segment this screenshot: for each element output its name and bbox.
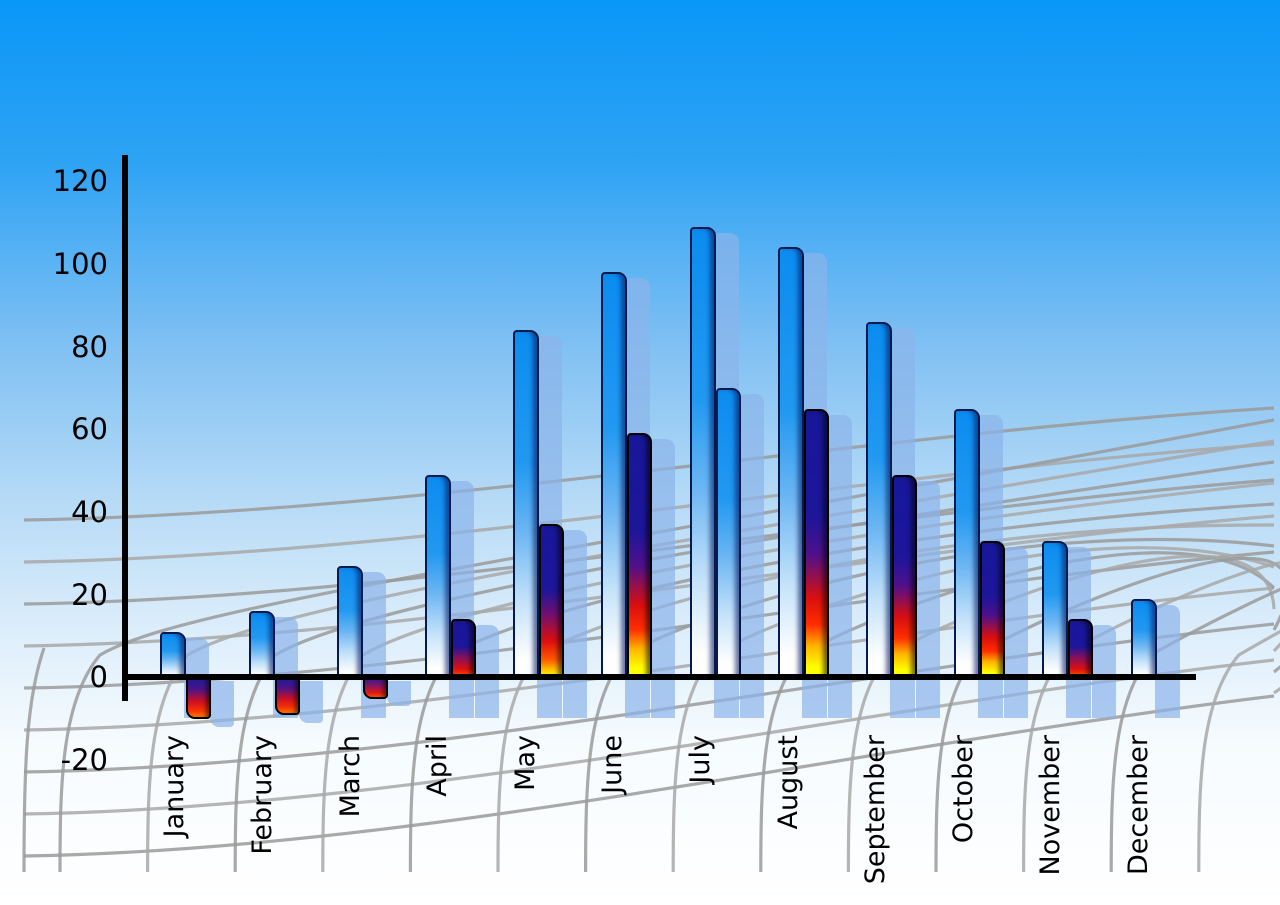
bar-april-primary: [425, 474, 451, 681]
x-month-label-text: July: [685, 735, 716, 784]
x-month-label-text: April: [422, 735, 454, 797]
bar-october-secondary: [980, 540, 1006, 681]
x-month-label-text: March: [334, 735, 366, 818]
bar-july-primary: [689, 226, 716, 681]
bar-february-secondary: [274, 675, 300, 716]
x-month-label-august: August: [773, 735, 868, 830]
bar-shadow-july-secondary: [739, 393, 764, 718]
y-tick-label-20: 20: [71, 577, 108, 612]
x-month-label-text: November: [1035, 735, 1067, 876]
bar-august-secondary: [803, 408, 829, 681]
y-axis-line: [122, 155, 128, 701]
x-month-label-text: February: [247, 735, 278, 855]
bar-shadow-april-secondary: [475, 625, 499, 718]
y-tick-label-0: 0: [89, 660, 108, 695]
y-tick-label-120: 120: [52, 164, 108, 199]
bar-june-secondary: [627, 433, 653, 681]
bar-december-primary: [1130, 598, 1157, 681]
bar-january-primary: [160, 631, 187, 681]
x-month-label-march: March: [335, 735, 417, 817]
bar-november-primary: [1042, 540, 1069, 681]
y-tick-label-40: 40: [71, 494, 108, 529]
y-tick-label-60: 60: [71, 412, 108, 447]
bar-shadow-january-secondary: [210, 681, 235, 727]
bar-july-secondary: [715, 387, 741, 681]
bar-shadow-december-primary: [1154, 604, 1180, 718]
y-tick-label--20: -20: [60, 743, 108, 777]
x-month-label-july: July: [685, 735, 734, 784]
x-month-label-text: December: [1123, 735, 1154, 876]
bar-shadow-march-secondary: [386, 681, 411, 706]
bar-may-primary: [513, 329, 540, 681]
bar-september-primary: [866, 321, 892, 681]
bar-august-primary: [777, 247, 804, 681]
bar-shadow-may-secondary: [563, 530, 588, 718]
x-month-label-text: October: [947, 735, 979, 844]
bar-october-primary: [954, 408, 981, 681]
y-tick-label-80: 80: [71, 329, 108, 364]
bar-september-secondary: [892, 474, 917, 681]
bar-shadow-october-secondary: [1004, 546, 1029, 718]
bar-april-secondary: [451, 619, 476, 681]
x-axis-line: [122, 674, 1196, 680]
bar-shadow-february-secondary: [298, 681, 323, 723]
bar-shadow-august-secondary: [827, 414, 852, 718]
x-month-label-text: January: [159, 735, 191, 838]
bar-shadow-november-secondary: [1092, 625, 1117, 718]
y-tick-label-100: 100: [52, 246, 108, 281]
x-month-label-text: June: [597, 735, 629, 794]
x-month-label-text: May: [509, 735, 541, 791]
x-month-label-december: December: [1123, 735, 1263, 875]
bar-may-secondary: [539, 524, 565, 681]
bar-november-secondary: [1068, 619, 1094, 681]
x-month-label-april: April: [422, 735, 484, 797]
bar-june-primary: [601, 272, 628, 681]
x-month-label-june: June: [597, 735, 656, 794]
bar-shadow-june-secondary: [651, 439, 676, 718]
x-month-label-text: September: [860, 735, 892, 885]
x-month-label-text: August: [772, 735, 804, 830]
x-month-label-may: May: [510, 735, 566, 791]
bar-march-primary: [336, 565, 363, 681]
